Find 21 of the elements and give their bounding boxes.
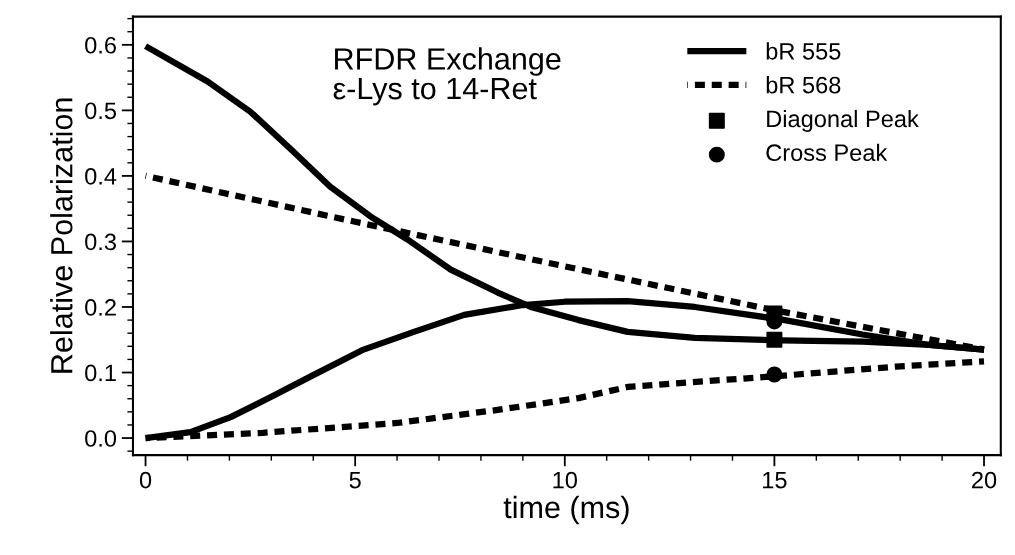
- point: [766, 366, 783, 383]
- legend-label: bR 568: [766, 76, 841, 94]
- legend-label: Cross Peak: [766, 143, 888, 162]
- y-tick-label: 0.6: [85, 36, 116, 54]
- legend-label: Diagonal Peak: [767, 109, 919, 132]
- y-tick-label: 0.4: [85, 167, 117, 185]
- y-tick-label: 0.2: [85, 299, 116, 316]
- x-tick-label: 10: [553, 471, 577, 489]
- x-tick-label: 20: [972, 471, 997, 489]
- x-tick-label: 0: [139, 471, 152, 489]
- y-tick-label: 0.3: [85, 233, 116, 251]
- x-axis-title: time (ms): [503, 495, 629, 525]
- x-tick-label: 5: [349, 471, 361, 489]
- y-tick-label: 0.1: [85, 364, 116, 382]
- y-axis-title: Relative Polarization: [50, 98, 73, 373]
- y-tick-label: 0.0: [85, 430, 117, 447]
- y-tick-label: 0.5: [85, 102, 117, 120]
- point: [766, 331, 783, 348]
- x-tick-label: 15: [763, 471, 787, 489]
- annotation: RFDR Exchange ε-Lys to 14-Ret: [333, 47, 561, 106]
- legend-label: bR 555: [766, 42, 841, 60]
